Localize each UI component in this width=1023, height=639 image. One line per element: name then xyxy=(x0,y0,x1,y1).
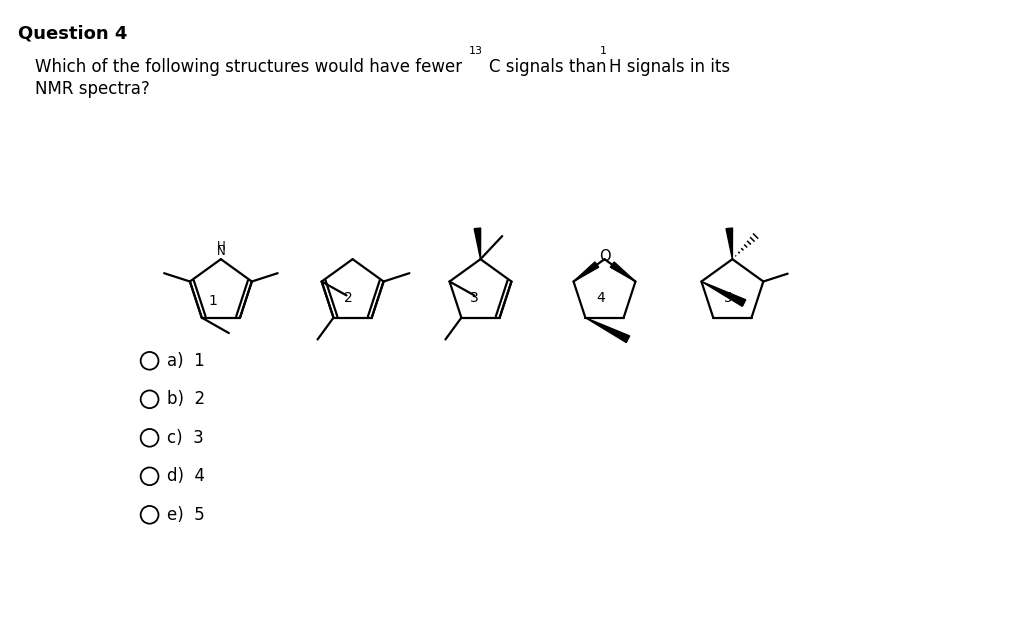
Polygon shape xyxy=(574,262,598,282)
Text: 2: 2 xyxy=(345,291,353,305)
Text: 3: 3 xyxy=(470,291,479,305)
Polygon shape xyxy=(475,228,481,259)
Text: 13: 13 xyxy=(469,46,483,56)
Polygon shape xyxy=(585,318,630,343)
Text: e)  5: e) 5 xyxy=(167,506,205,524)
Text: d)  4: d) 4 xyxy=(167,467,205,485)
Text: N: N xyxy=(217,245,225,258)
Text: Which of the following structures would have fewer: Which of the following structures would … xyxy=(35,58,468,75)
Text: Question 4: Question 4 xyxy=(18,24,128,42)
Polygon shape xyxy=(726,228,732,259)
Text: a)  1: a) 1 xyxy=(167,352,205,370)
Text: H: H xyxy=(217,240,225,253)
Text: b)  2: b) 2 xyxy=(167,390,205,408)
Text: 1: 1 xyxy=(209,294,218,308)
Polygon shape xyxy=(611,262,635,282)
Text: C signals than: C signals than xyxy=(489,58,612,75)
Text: c)  3: c) 3 xyxy=(167,429,204,447)
Text: NMR spectra?: NMR spectra? xyxy=(35,80,149,98)
Text: H signals in its: H signals in its xyxy=(609,58,729,75)
Polygon shape xyxy=(702,282,746,306)
Text: 4: 4 xyxy=(596,291,605,305)
Text: 1: 1 xyxy=(599,46,607,56)
Text: O: O xyxy=(598,249,611,264)
Text: 5: 5 xyxy=(724,291,732,305)
